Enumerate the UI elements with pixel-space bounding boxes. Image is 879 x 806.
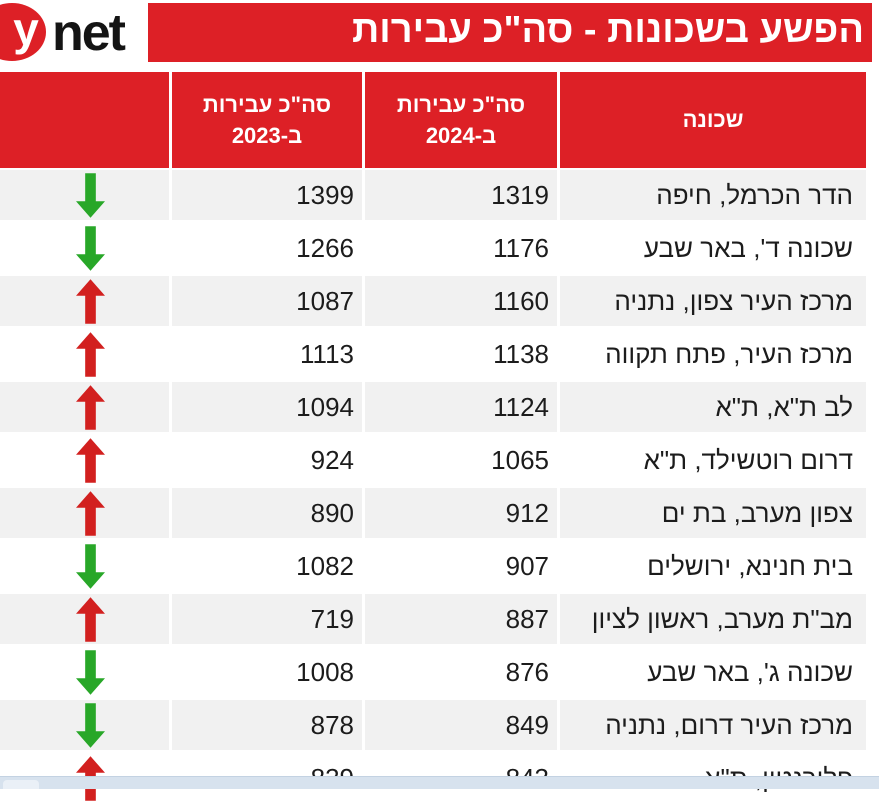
trend-down-arrow-icon <box>76 225 105 271</box>
trend-cell <box>0 329 169 379</box>
trend-cell <box>0 276 169 326</box>
total-2024-cell: 1124 <box>365 382 557 432</box>
total-2023-cell: 1113 <box>172 329 362 379</box>
trend-cell <box>0 700 169 750</box>
column-header-2023-line1: סה"כ עבירות <box>202 91 332 117</box>
bottom-chrome-tab <box>3 780 39 789</box>
total-2024-cell: 887 <box>365 594 557 644</box>
total-2024-cell: 912 <box>365 488 557 538</box>
trend-up-arrow-icon <box>76 437 105 483</box>
column-header-2023-line2: ב-2023 <box>231 122 303 148</box>
total-2024-cell: 907 <box>365 541 557 591</box>
trend-cell <box>0 488 169 538</box>
neighborhood-cell: מרכז העיר דרום, נתניה <box>560 700 866 750</box>
total-2023-cell: 1082 <box>172 541 362 591</box>
neighborhood-cell: דרום רוטשילד, ת"א <box>560 435 866 485</box>
total-2023-cell: 1008 <box>172 647 362 697</box>
table-header-row: שכונה סה"כ עבירות ב-2024 סה"כ עבירות ב-2… <box>0 72 866 168</box>
trend-down-arrow-icon <box>76 543 105 589</box>
trend-down-arrow-icon <box>76 172 105 218</box>
neighborhood-cell: מב"ת מערב, ראשון לציון <box>560 594 866 644</box>
neighborhood-cell: מרכז העיר, פתח תקווה <box>560 329 866 379</box>
trend-up-arrow-icon <box>76 490 105 536</box>
trend-cell <box>0 647 169 697</box>
trend-up-arrow-icon <box>76 384 105 430</box>
column-header-neighborhood-label: שכונה <box>682 107 744 132</box>
table-row: מרכז העיר, פתח תקווה 1138 1113 <box>0 329 866 379</box>
trend-cell <box>0 223 169 273</box>
trend-down-arrow-icon <box>76 649 105 695</box>
trend-up-arrow-icon <box>76 278 105 324</box>
total-2024-cell: 1065 <box>365 435 557 485</box>
trend-cell <box>0 541 169 591</box>
table-row: מרכז העיר דרום, נתניה 849 878 <box>0 700 866 750</box>
total-2023-cell: 878 <box>172 700 362 750</box>
column-header-total-2024: סה"כ עבירות ב-2024 <box>365 72 557 168</box>
page-title: הפשע בשכונות - סה"כ עבירות <box>352 9 864 51</box>
table-row: דרום רוטשילד, ת"א 1065 924 <box>0 435 866 485</box>
total-2024-cell: 849 <box>365 700 557 750</box>
trend-up-arrow-icon <box>76 596 105 642</box>
column-header-2024-line1: סה"כ עבירות <box>396 91 526 117</box>
ynet-logo: y net <box>0 0 148 68</box>
column-header-neighborhood: שכונה <box>560 72 866 168</box>
total-2023-cell: 1266 <box>172 223 362 273</box>
table-row: מרכז העיר צפון, נתניה 1160 1087 <box>0 276 866 326</box>
total-2023-cell: 1087 <box>172 276 362 326</box>
total-2023-cell: 890 <box>172 488 362 538</box>
neighborhood-cell: הדר הכרמל, חיפה <box>560 170 866 220</box>
ynet-logo-y: y <box>13 3 39 55</box>
trend-cell <box>0 170 169 220</box>
neighborhood-cell: בית חנינא, ירושלים <box>560 541 866 591</box>
trend-up-arrow-icon <box>76 331 105 377</box>
total-2024-cell: 876 <box>365 647 557 697</box>
table-body: הדר הכרמל, חיפה 1319 1399 שכונה ד', באר … <box>0 170 866 803</box>
neighborhood-cell: מרכז העיר צפון, נתניה <box>560 276 866 326</box>
trend-down-arrow-icon <box>76 702 105 748</box>
total-2023-cell: 1399 <box>172 170 362 220</box>
total-2023-cell: 924 <box>172 435 362 485</box>
total-2024-cell: 1176 <box>365 223 557 273</box>
ynet-logo-net: net <box>52 4 126 62</box>
total-2023-cell: 719 <box>172 594 362 644</box>
neighborhood-cell: שכונה ד', באר שבע <box>560 223 866 273</box>
neighborhood-cell: לב ת"א, ת"א <box>560 382 866 432</box>
total-2023-cell: 1094 <box>172 382 362 432</box>
column-header-trend <box>0 72 169 168</box>
bottom-chrome-strip <box>0 776 879 789</box>
total-2024-cell: 1138 <box>365 329 557 379</box>
table-row: שכונה ד', באר שבע 1176 1266 <box>0 223 866 273</box>
column-header-total-2023: סה"כ עבירות ב-2023 <box>172 72 362 168</box>
table-row: הדר הכרמל, חיפה 1319 1399 <box>0 170 866 220</box>
neighborhood-cell: שכונה ג', באר שבע <box>560 647 866 697</box>
title-banner: הפשע בשכונות - סה"כ עבירות <box>148 3 872 62</box>
table-row: לב ת"א, ת"א 1124 1094 <box>0 382 866 432</box>
crime-table: שכונה סה"כ עבירות ב-2024 סה"כ עבירות ב-2… <box>0 72 866 806</box>
trend-cell <box>0 435 169 485</box>
total-2024-cell: 1160 <box>365 276 557 326</box>
neighborhood-cell: צפון מערב, בת ים <box>560 488 866 538</box>
table-row: שכונה ג', באר שבע 876 1008 <box>0 647 866 697</box>
table-row: מב"ת מערב, ראשון לציון 887 719 <box>0 594 866 644</box>
trend-cell <box>0 594 169 644</box>
table-row: בית חנינא, ירושלים 907 1082 <box>0 541 866 591</box>
total-2024-cell: 1319 <box>365 170 557 220</box>
table-row: צפון מערב, בת ים 912 890 <box>0 488 866 538</box>
column-header-2024-line2: ב-2024 <box>425 122 497 148</box>
trend-cell <box>0 382 169 432</box>
